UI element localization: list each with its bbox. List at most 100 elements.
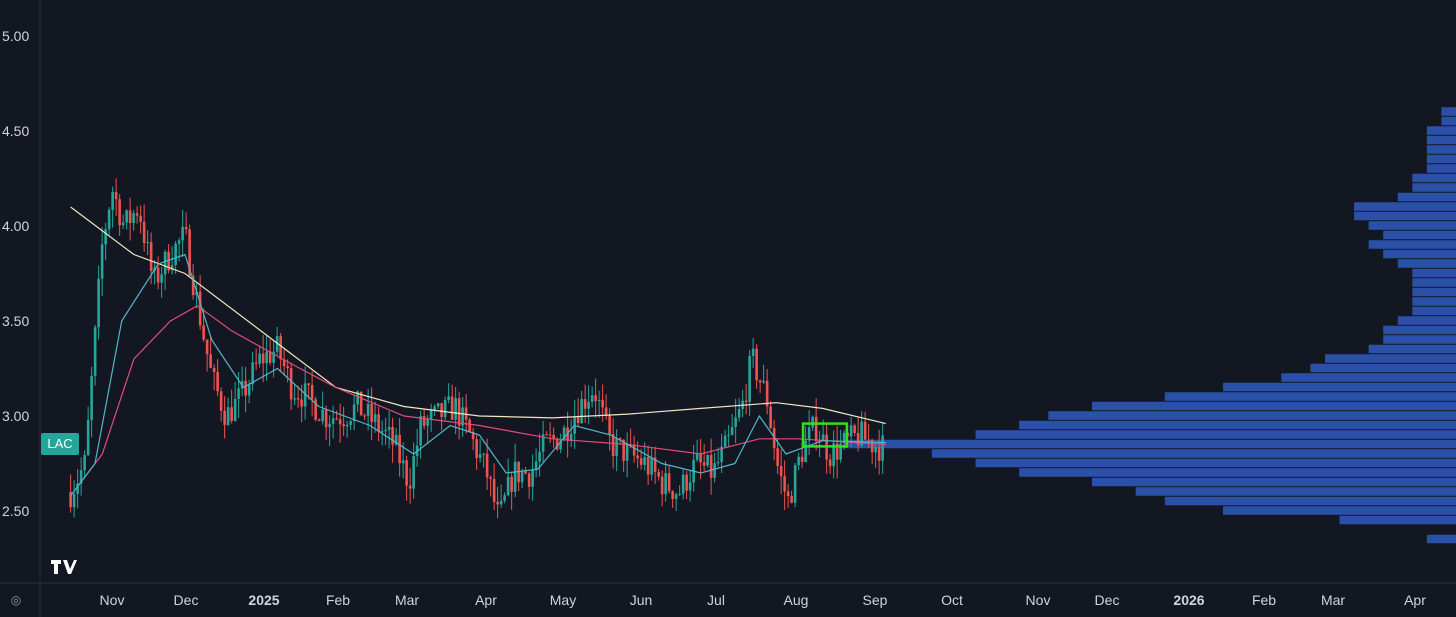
candle-body	[723, 435, 727, 447]
candle-body	[835, 443, 839, 460]
volume-profile-bar	[1368, 344, 1456, 354]
candle-body	[286, 366, 289, 369]
candle-body	[398, 434, 401, 464]
volume-profile-bar	[1412, 183, 1456, 192]
candle-body	[674, 494, 678, 499]
candle-body	[618, 438, 622, 440]
candle-body	[804, 440, 807, 462]
volume-profile-bar	[1383, 335, 1456, 344]
candle-body	[107, 209, 111, 230]
candle-body	[328, 423, 331, 428]
candle-body	[797, 456, 800, 466]
candle-body	[436, 403, 440, 407]
candle-body	[681, 474, 685, 494]
candle-body	[828, 459, 832, 467]
candle-body	[685, 474, 688, 491]
candle-body	[125, 210, 128, 223]
volume-profile-bar	[975, 458, 1456, 468]
candle-body	[524, 471, 527, 474]
candle-body	[111, 192, 114, 210]
candle-body	[783, 476, 786, 492]
candle-body	[142, 221, 146, 244]
volume-profile-bar	[1092, 477, 1456, 487]
volume-profile-bar	[1426, 126, 1456, 135]
candle-body	[300, 399, 303, 407]
candle-body	[450, 396, 454, 420]
candle-body	[720, 446, 723, 462]
candle-body	[230, 407, 233, 421]
candle-body	[237, 388, 240, 399]
volume-profile-bar	[844, 439, 1456, 449]
candle-body	[419, 416, 422, 446]
x-tick-label: Dec	[1095, 592, 1120, 608]
candle-body	[72, 493, 76, 508]
candle-body	[608, 414, 611, 435]
candle-body	[447, 396, 450, 400]
candle-body	[807, 427, 811, 441]
candle-body	[216, 371, 219, 392]
candle-body	[366, 403, 370, 416]
candle-body	[223, 410, 226, 426]
candle-body	[856, 432, 860, 446]
volume-profile-bar	[1092, 401, 1456, 411]
candle-body	[485, 453, 489, 478]
x-tick-label: Nov	[1026, 592, 1051, 608]
candle-body	[391, 427, 394, 445]
candle-body	[478, 454, 482, 459]
candle-body	[261, 353, 265, 364]
volume-profile-bar	[1223, 382, 1456, 392]
volume-profile-bar	[1339, 515, 1456, 525]
candle-body	[832, 443, 835, 467]
volume-profile-bar	[1397, 192, 1456, 202]
candle-body	[191, 275, 195, 296]
volume-profile-bar	[1383, 325, 1456, 335]
candle-body	[877, 447, 881, 461]
candle-body	[769, 406, 772, 428]
candle-body	[272, 351, 275, 363]
candle-body	[104, 229, 107, 245]
candle-body	[184, 226, 188, 230]
candle-body	[149, 242, 153, 271]
candle-body	[548, 434, 552, 436]
candle-body	[265, 351, 268, 364]
candle-body	[748, 355, 751, 402]
candle-body	[429, 410, 433, 420]
candle-body	[604, 407, 608, 415]
candle-body	[370, 403, 373, 422]
candle-body	[97, 278, 100, 328]
candle-body	[146, 242, 149, 244]
volume-profile-bar	[1019, 420, 1456, 430]
candle-body	[762, 380, 765, 383]
candle-body	[282, 359, 286, 367]
candle-body	[660, 476, 664, 495]
candle-body	[706, 454, 709, 466]
candle-body	[671, 491, 674, 499]
candle-body	[587, 401, 590, 409]
x-tick-label: Jun	[630, 592, 653, 608]
candle-body	[709, 454, 713, 478]
candle-body	[76, 483, 79, 494]
candle-body	[387, 427, 391, 430]
candle-body	[363, 415, 366, 417]
candle-body	[279, 336, 282, 360]
settings-icon[interactable]: ◎	[10, 593, 22, 607]
candle-body	[842, 432, 846, 444]
candle-body	[653, 457, 657, 472]
candle-body	[160, 274, 163, 283]
candle-body	[699, 452, 702, 463]
candle-body	[646, 457, 650, 475]
candle-body	[349, 421, 352, 425]
candle-body	[247, 384, 251, 396]
candle-body	[331, 418, 335, 424]
candle-body	[69, 492, 72, 508]
candle-body	[786, 491, 790, 497]
volume-profile-bar	[1383, 249, 1456, 259]
candle-body	[377, 414, 380, 432]
volume-profile-bar	[931, 449, 1456, 458]
volume-profile-bar	[1426, 164, 1456, 173]
candle-body	[821, 434, 825, 441]
candle-body	[373, 414, 377, 422]
candle-body	[177, 240, 181, 244]
highlight-box	[801, 422, 849, 448]
